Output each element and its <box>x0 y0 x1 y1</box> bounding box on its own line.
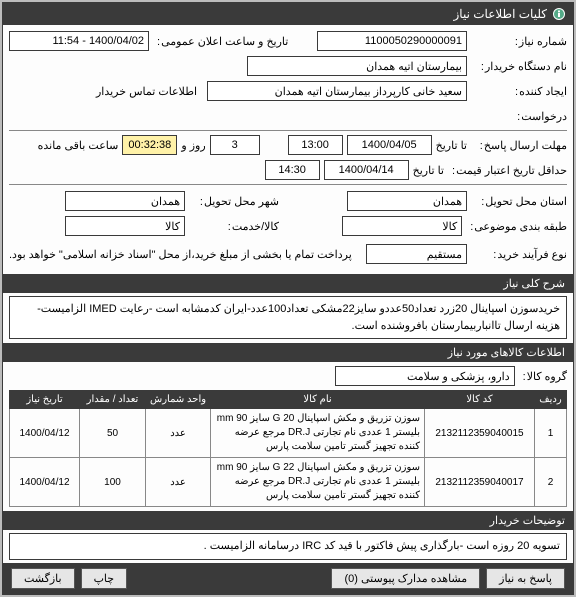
label-process: نوع فرآیند خرید: <box>471 248 567 261</box>
info-icon <box>553 8 565 20</box>
process-note: پرداخت تمام یا بخشی از مبلغ خرید،از محل … <box>9 248 352 261</box>
table-row[interactable]: 2 2132112359040017 سوزن تزریق و مکش اسپا… <box>10 458 567 507</box>
back-button[interactable]: بازگشت <box>11 568 75 589</box>
label-remaining: ساعت باقی مانده <box>38 139 119 152</box>
field-good-service: کالا <box>65 216 185 236</box>
cell-unit: عدد <box>146 458 211 507</box>
print-button[interactable]: چاپ <box>81 568 128 589</box>
cell-unit: عدد <box>146 409 211 458</box>
cell-name: سوزن تزریق و مکش اسپاینال G 20 سایز mm 9… <box>211 409 425 458</box>
title-bar: کلیات اطلاعات نیاز <box>3 3 573 25</box>
divider <box>9 184 567 185</box>
label-notes: درخواست: <box>471 110 567 123</box>
field-need-no: 1100050290000091 <box>317 31 467 51</box>
label-to-date2: تا تاریخ <box>413 164 444 177</box>
field-process: مستقیم <box>366 244 467 264</box>
cell-qty: 50 <box>80 409 146 458</box>
label-goods-group: گروه کالا: <box>519 370 567 383</box>
field-hours-left: 00:32:38 <box>122 135 177 155</box>
divider <box>9 130 567 131</box>
col-name: نام کالا <box>211 391 425 409</box>
field-credit-date: 1400/04/14 <box>324 160 409 180</box>
cell-idx: 2 <box>535 458 567 507</box>
need-info-dialog: کلیات اطلاعات نیاز شماره نیاز: 110005029… <box>2 2 574 595</box>
col-code: کد کالا <box>425 391 535 409</box>
header-section: شماره نیاز: 1100050290000091 تاریخ و ساع… <box>3 25 573 270</box>
field-reply-date: 1400/04/05 <box>347 135 432 155</box>
buyer-notes: تسویه 20 روزه است -بارگذاری پیش فاکتور ب… <box>9 533 567 560</box>
field-creator: سعید خانی کارپرداز بیمارستان اتیه همدان <box>207 81 467 101</box>
field-goods-group: دارو، پزشکی و سلامت <box>335 366 515 386</box>
label-buyer-device: نام دستگاه خریدار: <box>471 60 567 73</box>
field-reply-time: 13:00 <box>288 135 343 155</box>
col-qty: تعداد / مقدار <box>80 391 146 409</box>
section-header-buyer-notes: توضیحات خریدار <box>3 511 573 530</box>
general-desc: خریدسوزن اسپاینال 20زرد تعداد50عددو سایز… <box>9 296 567 339</box>
col-row: ردیف <box>535 391 567 409</box>
attachments-button[interactable]: مشاهده مدارک پیوستی (0) <box>331 568 480 589</box>
cell-qty: 100 <box>80 458 146 507</box>
cell-name: سوزن تزریق و مکش اسپاینال G 22 سایز mm 9… <box>211 458 425 507</box>
label-to-date: تا تاریخ <box>436 139 467 152</box>
field-days-left: 3 <box>210 135 260 155</box>
label-city: شهر محل تحویل: <box>189 195 279 208</box>
label-announce-dt: تاریخ و ساعت اعلان عمومی: <box>153 35 288 48</box>
col-unit: واحد شمارش <box>146 391 211 409</box>
col-date: تاریخ نیاز <box>10 391 80 409</box>
cell-date: 1400/04/12 <box>10 409 80 458</box>
creator-suffix: اطلاعات تماس خریدار <box>96 85 197 98</box>
label-classification: طبقه بندی موضوعی: <box>466 220 567 233</box>
section-header-items: اطلاعات کالاهای مورد نیاز <box>3 343 573 362</box>
label-credit-min: حداقل تاریخ اعتبار قیمت: <box>448 164 567 177</box>
field-credit-time: 14:30 <box>265 160 320 180</box>
cell-idx: 1 <box>535 409 567 458</box>
field-city: همدان <box>65 191 185 211</box>
window-title: کلیات اطلاعات نیاز <box>454 7 548 21</box>
field-buyer-device: بیمارستان اتیه همدان <box>247 56 467 76</box>
label-good-service: کالا/خدمت: <box>189 220 279 233</box>
table-row[interactable]: 1 2132112359040015 سوزن تزریق و مکش اسپا… <box>10 409 567 458</box>
label-need-no: شماره نیاز: <box>471 35 567 48</box>
items-table: ردیف کد کالا نام کالا واحد شمارش تعداد /… <box>9 390 567 507</box>
label-deadline: مهلت ارسال پاسخ: <box>471 139 567 152</box>
label-and: روز و <box>181 139 205 152</box>
field-classification: کالا <box>342 216 462 236</box>
field-state: همدان <box>347 191 467 211</box>
cell-code: 2132112359040015 <box>425 409 535 458</box>
cell-date: 1400/04/12 <box>10 458 80 507</box>
cell-code: 2132112359040017 <box>425 458 535 507</box>
section-header-general: شرح کلی نیاز <box>3 274 573 293</box>
field-announce-dt: 1400/04/02 - 11:54 <box>9 31 149 51</box>
label-state: استان محل تحویل: <box>471 195 567 208</box>
reply-button[interactable]: پاسخ به نیاز <box>486 568 565 589</box>
label-creator: ایجاد کننده: <box>471 85 567 98</box>
footer-bar: پاسخ به نیاز مشاهده مدارک پیوستی (0) چاپ… <box>3 563 573 594</box>
